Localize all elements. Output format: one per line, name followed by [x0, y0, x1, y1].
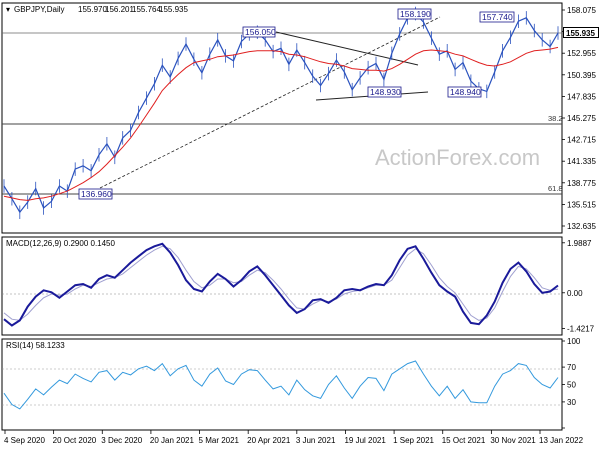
- rsi-axis: 100 70 50 30: [562, 337, 581, 429]
- time-tick-label: 4 Sep 2020: [4, 436, 45, 445]
- dashed-trendline: [99, 16, 441, 189]
- price-axis: 158.075 152.955 150.395 147.835 145.275 142.7…: [562, 6, 596, 231]
- current-price-text: 155.935: [566, 29, 595, 38]
- current-price-badge-inner: [564, 28, 598, 37]
- watermark: ActionForex.com: [375, 145, 540, 170]
- triangle-upper-line: [275, 31, 419, 66]
- price-annotation-label: 156.050: [245, 27, 276, 37]
- macd-title: MACD(12,26,9) 0.2900 0.1450: [6, 239, 116, 248]
- price-annotation-box: [242, 26, 276, 38]
- rsi-title: RSI(14) 58.1233: [6, 341, 65, 350]
- time-tick-label: 15 Oct 2021: [442, 436, 486, 445]
- price-tick-label: 138.775: [567, 179, 596, 188]
- ohlc-low: 155.764: [132, 5, 161, 14]
- price-annotation-label: 148.930: [370, 87, 401, 97]
- price-annotation-label: 157.740: [482, 12, 513, 22]
- rsi-tick-label: 30: [567, 398, 576, 407]
- fib-382-label: 38.2: [548, 114, 563, 123]
- price-annotation-label: 136.960: [81, 189, 112, 199]
- price-tick-label: 135.515: [567, 200, 596, 209]
- price-tick-label: 158.075: [567, 6, 596, 15]
- price-tick-label: 152.955: [567, 49, 596, 58]
- time-tick-label: 30 Nov 2021: [490, 436, 536, 445]
- macd-layer: [3, 242, 559, 327]
- rsi-layer: [3, 360, 559, 410]
- annotation-layer: 156.050 158.190 157.740 148.930 148.940 136.9…: [78, 8, 515, 200]
- price-annotation-box: [78, 188, 113, 200]
- price-series-layer: [3, 6, 559, 219]
- price-annotation-box: [447, 86, 482, 98]
- collapse-arrow-icon[interactable]: ▾: [6, 5, 10, 14]
- price-tick-label: 147.835: [567, 92, 596, 101]
- rsi-tick-label: 50: [567, 381, 576, 390]
- time-tick-label: 13 Jan 2022: [539, 436, 584, 445]
- ema-line: [3, 46, 559, 201]
- time-tick-label: 3 Dec 2020: [101, 436, 142, 445]
- macd-tick-label: 1.9887: [567, 239, 592, 248]
- fib-618-label: 61.8: [548, 184, 563, 193]
- price-annotation-box: [367, 86, 402, 98]
- time-tick-label: 5 Mar 2021: [199, 436, 240, 445]
- macd-tick-label: 0.00: [567, 289, 583, 298]
- price-annotation-label: 148.940: [450, 87, 481, 97]
- rsi-panel-frame: [1, 338, 563, 431]
- symbol-title: GBPJPY,Daily: [14, 5, 65, 14]
- time-tick-label: 1 Sep 2021: [393, 436, 434, 445]
- time-axis: 4 Sep 2020 20 Oct 2020 3 Dec 2020 20 Jan 20…: [4, 430, 584, 445]
- time-tick-label: 3 Jun 2021: [296, 436, 336, 445]
- price-tick-label: 132.635: [567, 222, 596, 231]
- ohlc-open: 155.970: [78, 5, 107, 14]
- time-tick-label: 20 Apr 2021: [247, 436, 291, 445]
- macd-axis: 1.9887 0.00 -1.4217: [562, 239, 595, 334]
- rsi-line: [3, 360, 559, 410]
- price-tick-label: 141.335: [567, 157, 596, 166]
- time-tick-label: 20 Jan 2021: [150, 436, 195, 445]
- rsi-tick-label: 70: [567, 363, 576, 372]
- price-annotation-box: [397, 8, 432, 20]
- ohlc-high: 156.201: [105, 5, 134, 14]
- time-tick-label: 20 Oct 2020: [53, 436, 97, 445]
- macd-signal-line: [3, 245, 559, 321]
- price-tick-label: 145.275: [567, 114, 596, 123]
- price-annotation-label: 158.190: [400, 9, 431, 19]
- ohlc-close: 155.935: [159, 5, 188, 14]
- macd-main-line: [3, 242, 559, 327]
- rsi-tick-label: 100: [567, 337, 581, 346]
- price-tick-label: 142.715: [567, 136, 596, 145]
- time-tick-label: 19 Jul 2021: [344, 436, 386, 445]
- price-tick-label: 150.395: [567, 71, 596, 80]
- price-annotation-box: [479, 11, 515, 23]
- macd-tick-label: -1.4217: [567, 325, 595, 334]
